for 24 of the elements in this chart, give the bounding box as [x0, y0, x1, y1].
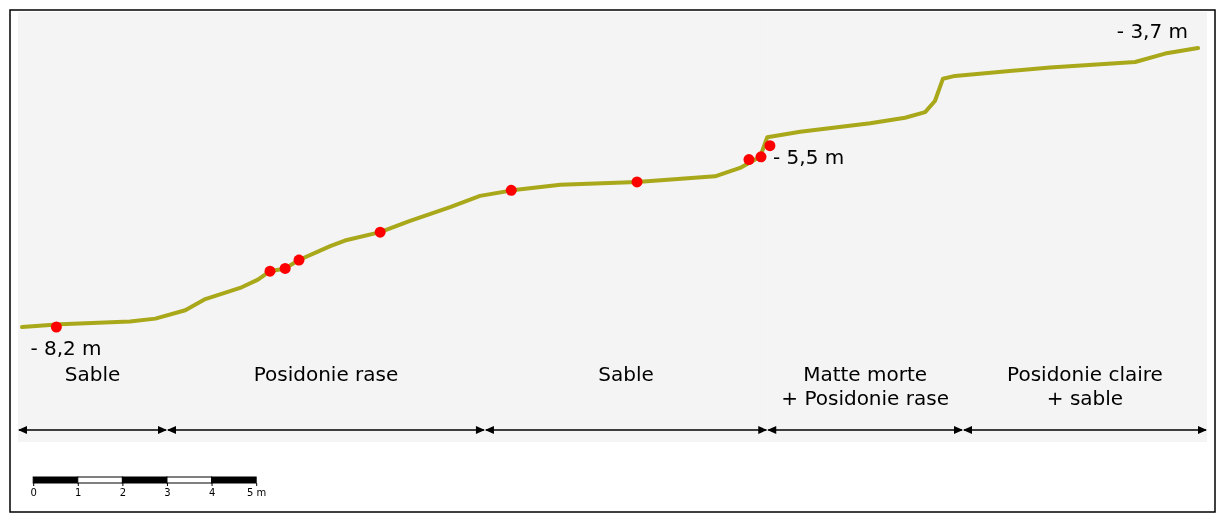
- point: [631, 176, 643, 188]
- x-tick-label: 5 m: [247, 487, 267, 499]
- band-label: Sable: [64, 362, 121, 386]
- point: [755, 151, 767, 163]
- x-tick-label: 4: [208, 487, 216, 499]
- x-tick-label: 0: [30, 487, 37, 499]
- point: [264, 265, 276, 277]
- annotation: - 8,2 m: [30, 336, 102, 360]
- point: [764, 140, 776, 152]
- band-label: Posidonie claire + sable: [1007, 362, 1163, 410]
- point: [50, 321, 62, 333]
- x-tick-label: 1: [75, 487, 82, 499]
- point: [374, 226, 386, 238]
- point: [743, 154, 755, 166]
- x-tick-label: 2: [119, 487, 127, 499]
- x-tick-label: 3: [164, 487, 171, 499]
- annotation: - 5,5 m: [773, 144, 845, 169]
- annotation: - 3,7 m: [1116, 19, 1189, 43]
- point: [279, 262, 291, 274]
- point: [293, 254, 305, 266]
- point: [505, 184, 517, 196]
- band-label: Posidonie rase: [253, 362, 399, 386]
- band-label: Sable: [598, 362, 654, 386]
- band-label: Matte morte + Posidonie rase: [781, 362, 949, 410]
